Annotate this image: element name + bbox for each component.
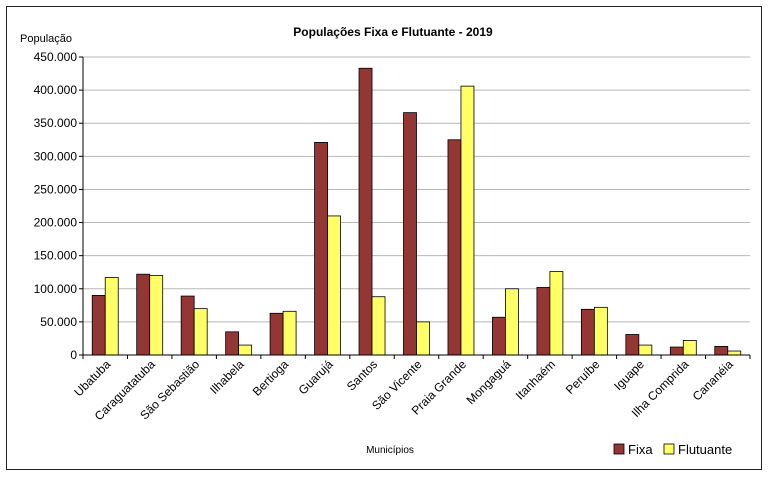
bar-fixa [314, 142, 328, 356]
y-tick-labels: 0 50.000 100.000 150.000 200.000 250.000 300.0… [34, 50, 78, 362]
bar-fixa [625, 334, 640, 356]
y-axis-label: População [20, 33, 72, 45]
bar-fixa [136, 273, 151, 356]
category-label: Ilhabela [207, 357, 247, 397]
bar-fixa [492, 316, 506, 356]
y-tick-label: 350.000 [34, 116, 78, 130]
bar-fixa [358, 67, 373, 356]
y-tick-label: 300.000 [34, 149, 78, 163]
bar-fixa [669, 346, 684, 356]
bar-fixa [447, 139, 462, 356]
category-label: Santos [344, 357, 380, 393]
x-axis-label: Municípios [366, 445, 414, 456]
category-label: Cananéia [690, 357, 736, 403]
bar-fixa [536, 287, 551, 356]
y-tick-label: 200.000 [34, 216, 78, 230]
bar-fixa [225, 331, 240, 356]
category-label: Itanhaém [513, 357, 558, 402]
bar-flutuante [416, 321, 430, 356]
bar-fixa [269, 312, 284, 356]
category-label: Iguape [611, 357, 647, 393]
legend: Fixa Flutuante [613, 442, 732, 457]
category-label: Bertioga [250, 357, 292, 399]
y-tick-label: 150.000 [34, 249, 78, 263]
bar-flutuante [593, 306, 608, 356]
category-label: Ubatuba [71, 357, 113, 399]
bar-flutuante [549, 271, 564, 356]
legend-label-flutuante: Flutuante [678, 442, 732, 457]
bar-fixa [580, 308, 595, 356]
legend-label-fixa: Fixa [628, 442, 653, 457]
y-tick-label: 0 [70, 348, 77, 362]
category-label: Guarujá [296, 357, 336, 397]
y-tick-label: 400.000 [34, 83, 78, 97]
chart-frame [6, 6, 762, 470]
bar-flutuante [638, 344, 653, 356]
bar-flutuante [682, 340, 697, 356]
bar-flutuante [327, 215, 341, 356]
bar-flutuante [460, 85, 475, 356]
bar-flutuante [282, 310, 297, 356]
category-label: Mongaguá [464, 357, 514, 407]
legend-swatch-flutuante [663, 443, 675, 455]
bars [91, 67, 742, 356]
y-tick-label: 100.000 [34, 282, 78, 296]
axes [79, 56, 751, 359]
bar-flutuante [505, 288, 519, 356]
y-tick-label: 50.000 [40, 315, 77, 329]
legend-swatch-fixa [613, 443, 625, 455]
bar-fixa [91, 294, 106, 356]
bar-flutuante [727, 350, 742, 356]
bar-fixa [403, 112, 417, 356]
bar-fixa [714, 345, 729, 356]
bar-flutuante [104, 277, 119, 356]
category-label: Peruíbe [563, 357, 603, 397]
y-tick-label: 450.000 [34, 50, 78, 64]
bar-flutuante [193, 308, 208, 356]
chart-title: Populações Fixa e Flutuante - 2019 [293, 25, 493, 39]
bar-flutuante [149, 275, 164, 356]
y-tick-label: 250.000 [34, 182, 78, 196]
bar-flutuante [238, 344, 253, 356]
bar-flutuante [371, 296, 386, 356]
bar-fixa [180, 295, 195, 356]
